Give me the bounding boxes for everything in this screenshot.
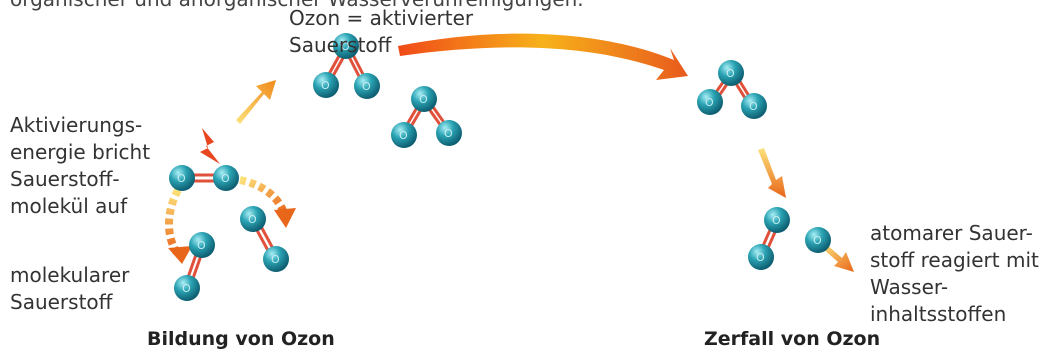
- svg-text:O: O: [726, 67, 735, 80]
- oxygen-atom: O: [764, 207, 790, 233]
- activation-energy-label: Aktivierungs- energie bricht Sauerstoff-…: [10, 113, 151, 218]
- svg-text:O: O: [705, 96, 714, 109]
- svg-text:O: O: [756, 251, 765, 264]
- oxygen-molecule-breaking: O O: [169, 165, 239, 191]
- svg-text:O: O: [444, 127, 453, 140]
- svg-text:O: O: [813, 234, 822, 247]
- oxygen-atom: O: [391, 122, 417, 148]
- oxygen-atom: O: [741, 93, 767, 119]
- svg-text:O: O: [341, 40, 350, 53]
- oxygen-atom: O: [263, 246, 289, 272]
- cut-off-top-text: organischer und anorganischer Wasserveru…: [10, 0, 584, 13]
- oxygen-atom: O: [169, 165, 195, 191]
- lightning-icon: [200, 128, 220, 164]
- arrow-atomic-oxygen: [822, 244, 854, 272]
- oxygen-atom: O: [436, 120, 462, 146]
- arrow-up-right: [236, 80, 276, 124]
- oxygen-atom: O: [240, 206, 266, 232]
- oxygen-atom: O: [313, 72, 339, 98]
- oxygen-atom: O: [333, 33, 359, 59]
- ozone-molecule-decay: O O O: [697, 60, 767, 119]
- svg-text:O: O: [248, 213, 257, 226]
- oxygen-molecule-middle: O O: [240, 206, 289, 272]
- dashed-arrow-down-left: [165, 188, 182, 257]
- oxygen-atom: O: [354, 73, 380, 99]
- arrow-icon: [758, 148, 786, 198]
- ozone-label: Ozon = aktivierter Sauerstoff: [289, 6, 474, 57]
- oxygen-atom: O: [697, 89, 723, 115]
- svg-text:O: O: [749, 100, 758, 113]
- oxygen-atom: O: [189, 232, 215, 258]
- arrow-icon: [398, 33, 688, 80]
- oxygen-molecule-bottom-left: O O: [174, 232, 215, 301]
- svg-text:O: O: [399, 129, 408, 142]
- oxygen-atom: O: [213, 165, 239, 191]
- atomic-oxygen: O: [805, 227, 831, 253]
- ozone-molecule-middle: O O O: [391, 86, 462, 148]
- ozone-molecule-top: O O O: [313, 33, 380, 99]
- arrow-icon: [236, 80, 276, 124]
- molecular-oxygen-label: molekularer Sauerstoff: [10, 263, 130, 314]
- oxygen-atom: O: [718, 60, 744, 86]
- big-curved-arrow: [398, 33, 688, 80]
- arrow-down-right-side: [758, 148, 786, 198]
- svg-text:O: O: [221, 172, 230, 185]
- svg-text:O: O: [271, 253, 280, 266]
- svg-text:O: O: [197, 239, 206, 252]
- svg-text:O: O: [419, 93, 428, 106]
- arrow-icon: [239, 176, 296, 228]
- atomic-oxygen-label: atomarer Sauer- stoff reagiert mit Wasse…: [870, 221, 1039, 326]
- svg-text:O: O: [772, 214, 781, 227]
- svg-text:O: O: [362, 80, 371, 93]
- svg-text:O: O: [177, 172, 186, 185]
- arrow-icon: [822, 244, 854, 272]
- heading-formation: Bildung von Ozon: [147, 328, 335, 350]
- svg-text:O: O: [182, 282, 191, 295]
- heading-decay: Zerfall von Ozon: [704, 328, 881, 350]
- oxygen-atom: O: [748, 244, 774, 270]
- svg-text:O: O: [321, 79, 330, 92]
- arrow-icon: [165, 188, 192, 264]
- oxygen-molecule-bottom-right: O O: [748, 207, 790, 270]
- oxygen-atom: O: [411, 86, 437, 112]
- oxygen-atom: O: [174, 275, 200, 301]
